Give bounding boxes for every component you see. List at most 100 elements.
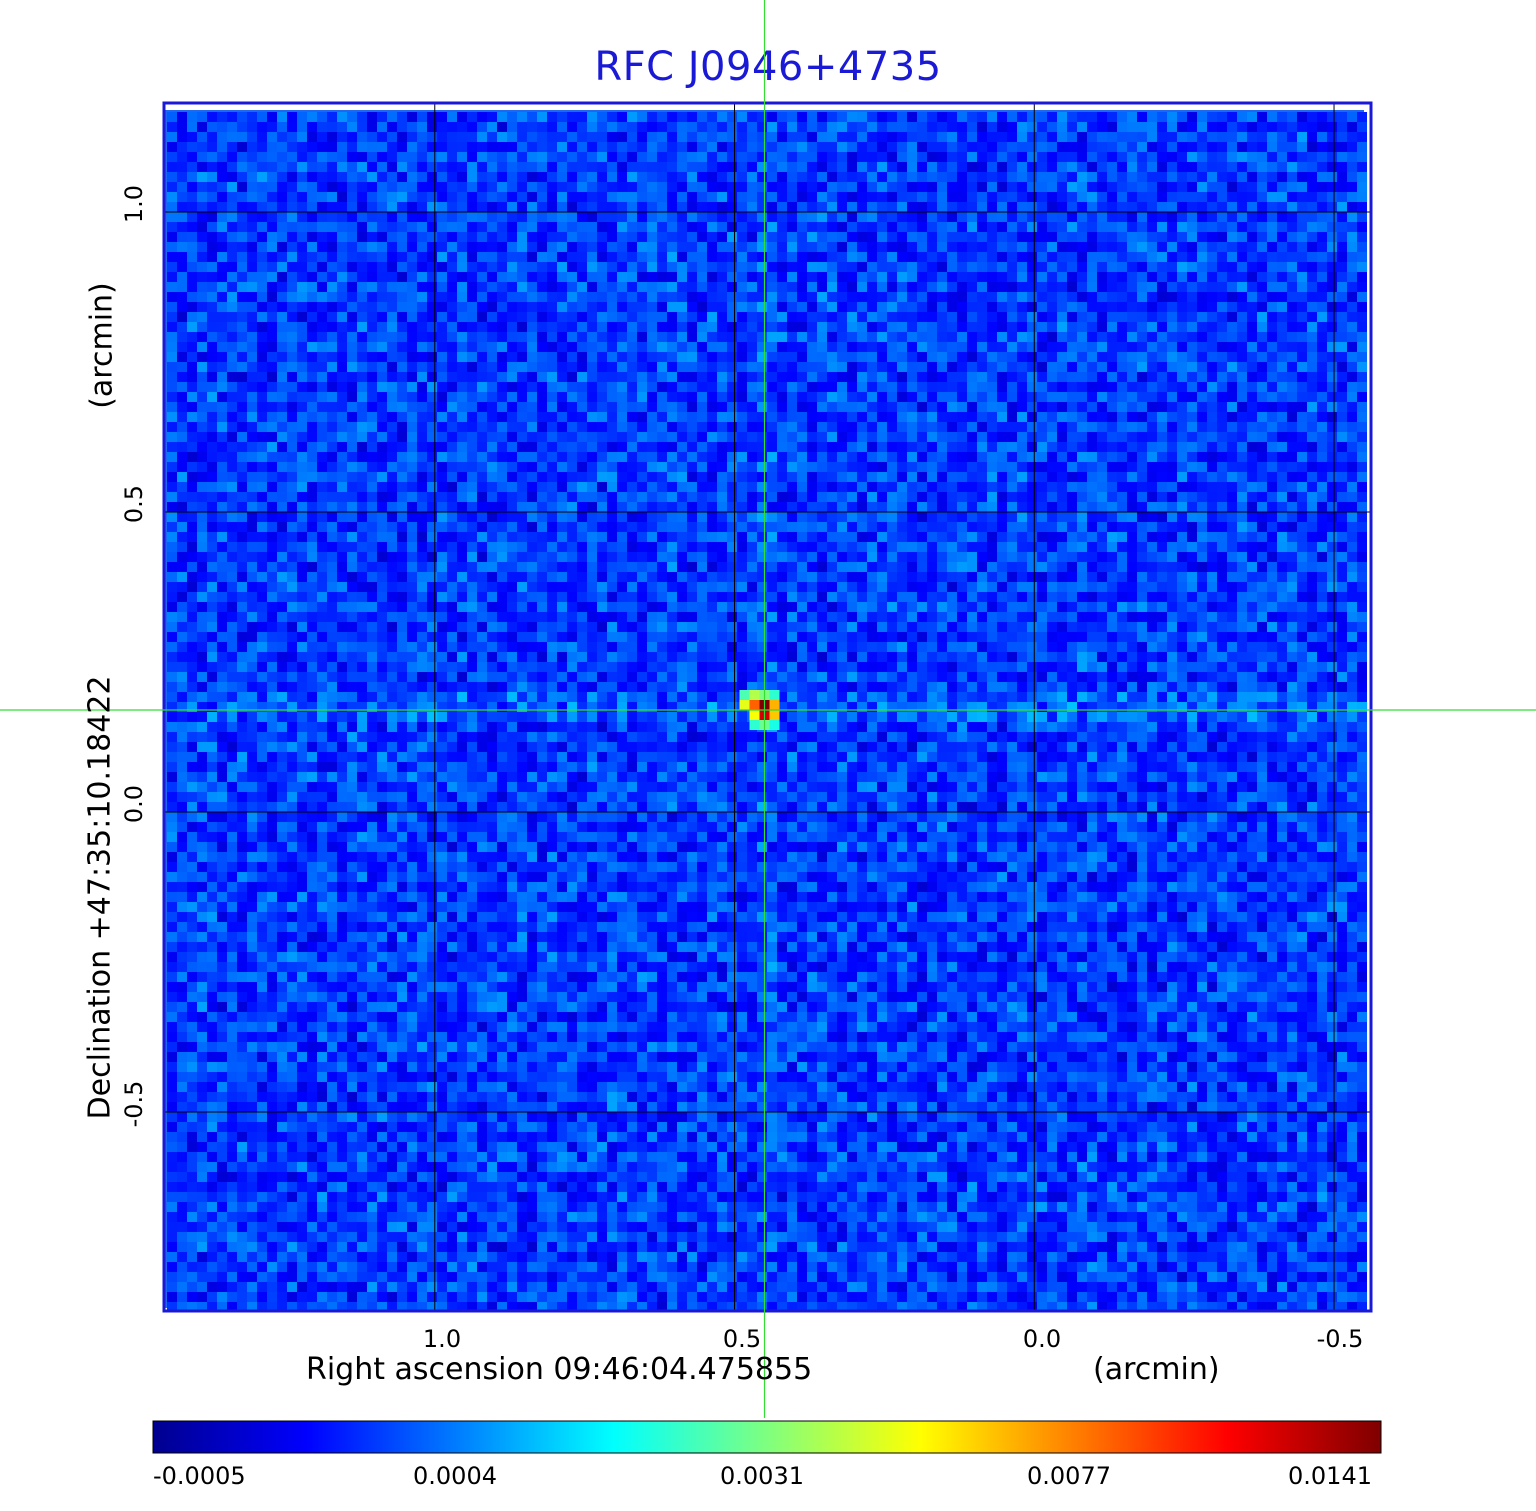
field-pixel	[1027, 192, 1037, 202]
field-pixel	[1237, 212, 1247, 222]
field-pixel	[737, 202, 747, 212]
field-pixel	[567, 112, 577, 122]
field-pixel	[987, 282, 997, 292]
field-pixel	[767, 412, 777, 422]
field-pixel	[317, 452, 327, 462]
field-pixel	[1207, 452, 1217, 462]
field-pixel	[867, 232, 877, 242]
field-pixel	[717, 152, 727, 162]
field-pixel	[1217, 262, 1227, 272]
field-pixel	[667, 362, 677, 372]
field-pixel	[237, 282, 247, 292]
field-pixel	[797, 422, 807, 432]
field-pixel	[527, 202, 537, 212]
field-pixel	[967, 372, 977, 382]
field-pixel	[1297, 432, 1307, 442]
field-pixel	[987, 342, 997, 352]
field-pixel	[1287, 502, 1297, 512]
field-pixel	[297, 372, 307, 382]
field-pixel	[827, 492, 837, 502]
field-pixel	[927, 342, 937, 352]
field-pixel	[1127, 502, 1137, 512]
field-pixel	[297, 352, 307, 362]
field-pixel	[577, 442, 587, 452]
field-pixel	[927, 272, 937, 282]
field-pixel	[1307, 372, 1317, 382]
field-pixel	[457, 292, 467, 302]
field-pixel	[217, 412, 227, 422]
field-pixel	[487, 482, 497, 492]
field-pixel	[297, 192, 307, 202]
field-pixel	[1357, 442, 1367, 452]
field-pixel	[437, 262, 447, 272]
field-pixel	[437, 302, 447, 312]
field-pixel	[1257, 382, 1267, 392]
field-pixel	[807, 232, 817, 242]
field-pixel	[1227, 272, 1237, 282]
field-pixel	[747, 372, 757, 382]
field-pixel	[517, 342, 527, 352]
field-pixel	[887, 292, 897, 302]
field-pixel	[607, 162, 617, 172]
field-pixel	[1237, 182, 1247, 192]
field-pixel	[907, 392, 917, 402]
field-pixel	[1217, 512, 1227, 522]
field-pixel	[297, 452, 307, 462]
field-pixel	[547, 182, 557, 192]
field-pixel	[337, 502, 347, 512]
field-pixel	[1327, 342, 1337, 352]
field-pixel	[1307, 502, 1317, 512]
field-pixel	[267, 112, 277, 122]
field-pixel	[777, 202, 787, 212]
field-pixel	[777, 342, 787, 352]
field-pixel	[777, 482, 787, 492]
field-pixel	[847, 172, 857, 182]
field-pixel	[817, 342, 827, 352]
field-pixel	[677, 432, 687, 442]
field-pixel	[187, 322, 197, 332]
field-pixel	[1147, 172, 1157, 182]
field-pixel	[1117, 442, 1127, 452]
field-pixel	[217, 502, 227, 512]
field-pixel	[677, 162, 687, 172]
field-pixel	[277, 452, 287, 462]
field-pixel	[637, 282, 647, 292]
field-pixel	[1027, 262, 1037, 272]
field-pixel	[467, 442, 477, 452]
field-pixel	[1007, 262, 1017, 272]
field-pixel	[267, 512, 277, 522]
field-pixel	[457, 332, 467, 342]
field-pixel	[387, 382, 397, 392]
field-pixel	[1237, 372, 1247, 382]
field-pixel	[577, 222, 587, 232]
field-pixel	[227, 132, 237, 142]
field-pixel	[747, 252, 757, 262]
field-pixel	[667, 442, 677, 452]
field-pixel	[757, 112, 767, 122]
field-pixel	[427, 192, 437, 202]
field-pixel	[1307, 302, 1317, 312]
field-pixel	[867, 312, 877, 322]
field-pixel	[267, 122, 277, 132]
field-pixel	[407, 152, 417, 162]
field-pixel	[1287, 172, 1297, 182]
field-pixel	[717, 122, 727, 132]
field-pixel	[807, 492, 817, 502]
field-pixel	[937, 252, 947, 262]
field-pixel	[447, 112, 457, 122]
field-pixel	[617, 202, 627, 212]
field-pixel	[497, 352, 507, 362]
field-pixel	[1277, 382, 1287, 392]
field-pixel	[497, 332, 507, 342]
field-pixel	[807, 252, 817, 262]
field-pixel	[257, 512, 267, 522]
field-pixel	[987, 502, 997, 512]
field-pixel	[987, 212, 997, 222]
field-pixel	[547, 232, 557, 242]
field-pixel	[907, 172, 917, 182]
field-pixel	[567, 162, 577, 172]
field-pixel	[667, 282, 677, 292]
field-pixel	[437, 242, 447, 252]
field-pixel	[417, 232, 427, 242]
field-pixel	[487, 462, 497, 472]
